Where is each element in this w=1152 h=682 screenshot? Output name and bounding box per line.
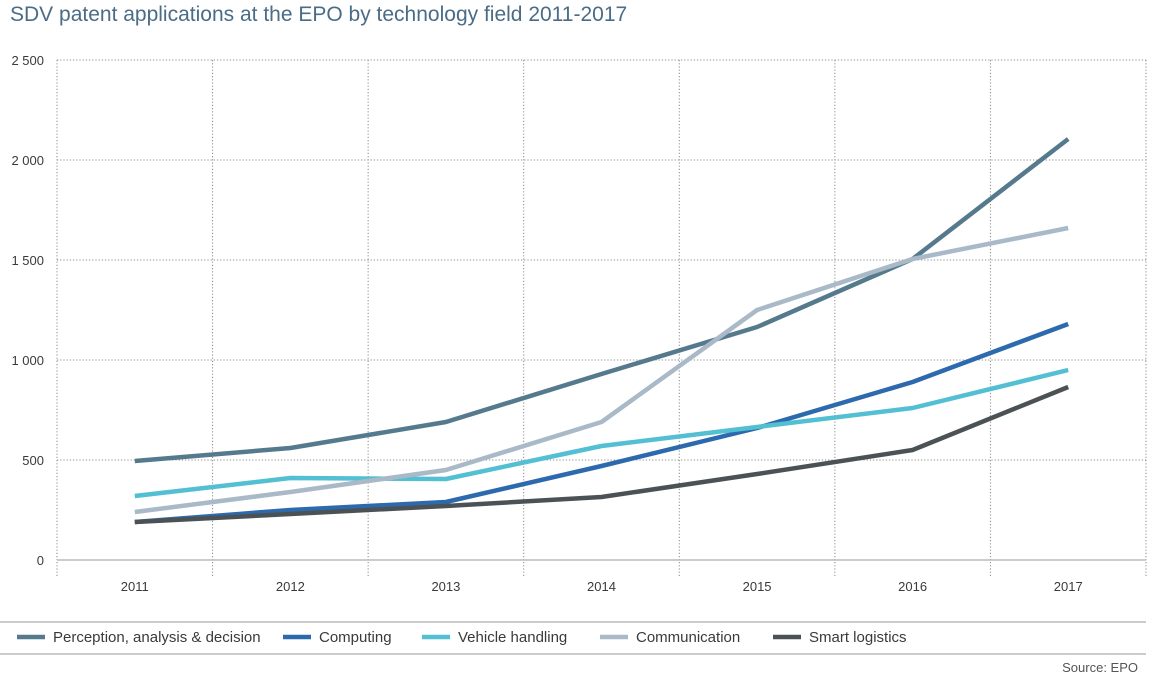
- series-line: [134, 321, 1069, 525]
- legend-label: Perception, analysis & decision: [53, 629, 261, 646]
- source-note: Source: EPO: [1062, 660, 1138, 675]
- y-tick-label: 1 500: [11, 253, 44, 268]
- y-tick-label: 500: [22, 453, 44, 468]
- x-tick-label: 2012: [276, 579, 305, 594]
- y-tick-label: 2 000: [11, 153, 44, 168]
- series-line: [134, 137, 1070, 464]
- y-tick-label: 0: [37, 553, 44, 568]
- series-lines: [134, 137, 1070, 525]
- legend-label: Computing: [319, 629, 392, 646]
- series-line: [134, 225, 1069, 515]
- axes: 0 500 1 000 1 500 2 000 2 500 2011 2012 2013 2014…: [11, 53, 1147, 594]
- x-tick-label: 2017: [1054, 579, 1083, 594]
- x-tick-label: 2014: [587, 579, 616, 594]
- x-tick-label: 2011: [121, 579, 149, 594]
- y-tick-label: 2 500: [11, 53, 44, 68]
- legend-label: Communication: [636, 629, 740, 646]
- legend: Perception, analysis & decision Computing…: [0, 621, 1146, 655]
- legend-label: Vehicle handling: [458, 629, 567, 646]
- chart-title: SDV patent applications at the EPO by te…: [10, 3, 628, 26]
- y-tick-label: 1 000: [11, 353, 44, 368]
- series-line: [134, 367, 1069, 499]
- grid: [56, 59, 1147, 560]
- x-tick-label: 2016: [898, 579, 927, 594]
- series-line: [134, 384, 1070, 525]
- x-tick-label: 2013: [431, 579, 460, 594]
- x-tick-label: 2015: [743, 579, 772, 594]
- legend-label: Smart logistics: [809, 629, 907, 646]
